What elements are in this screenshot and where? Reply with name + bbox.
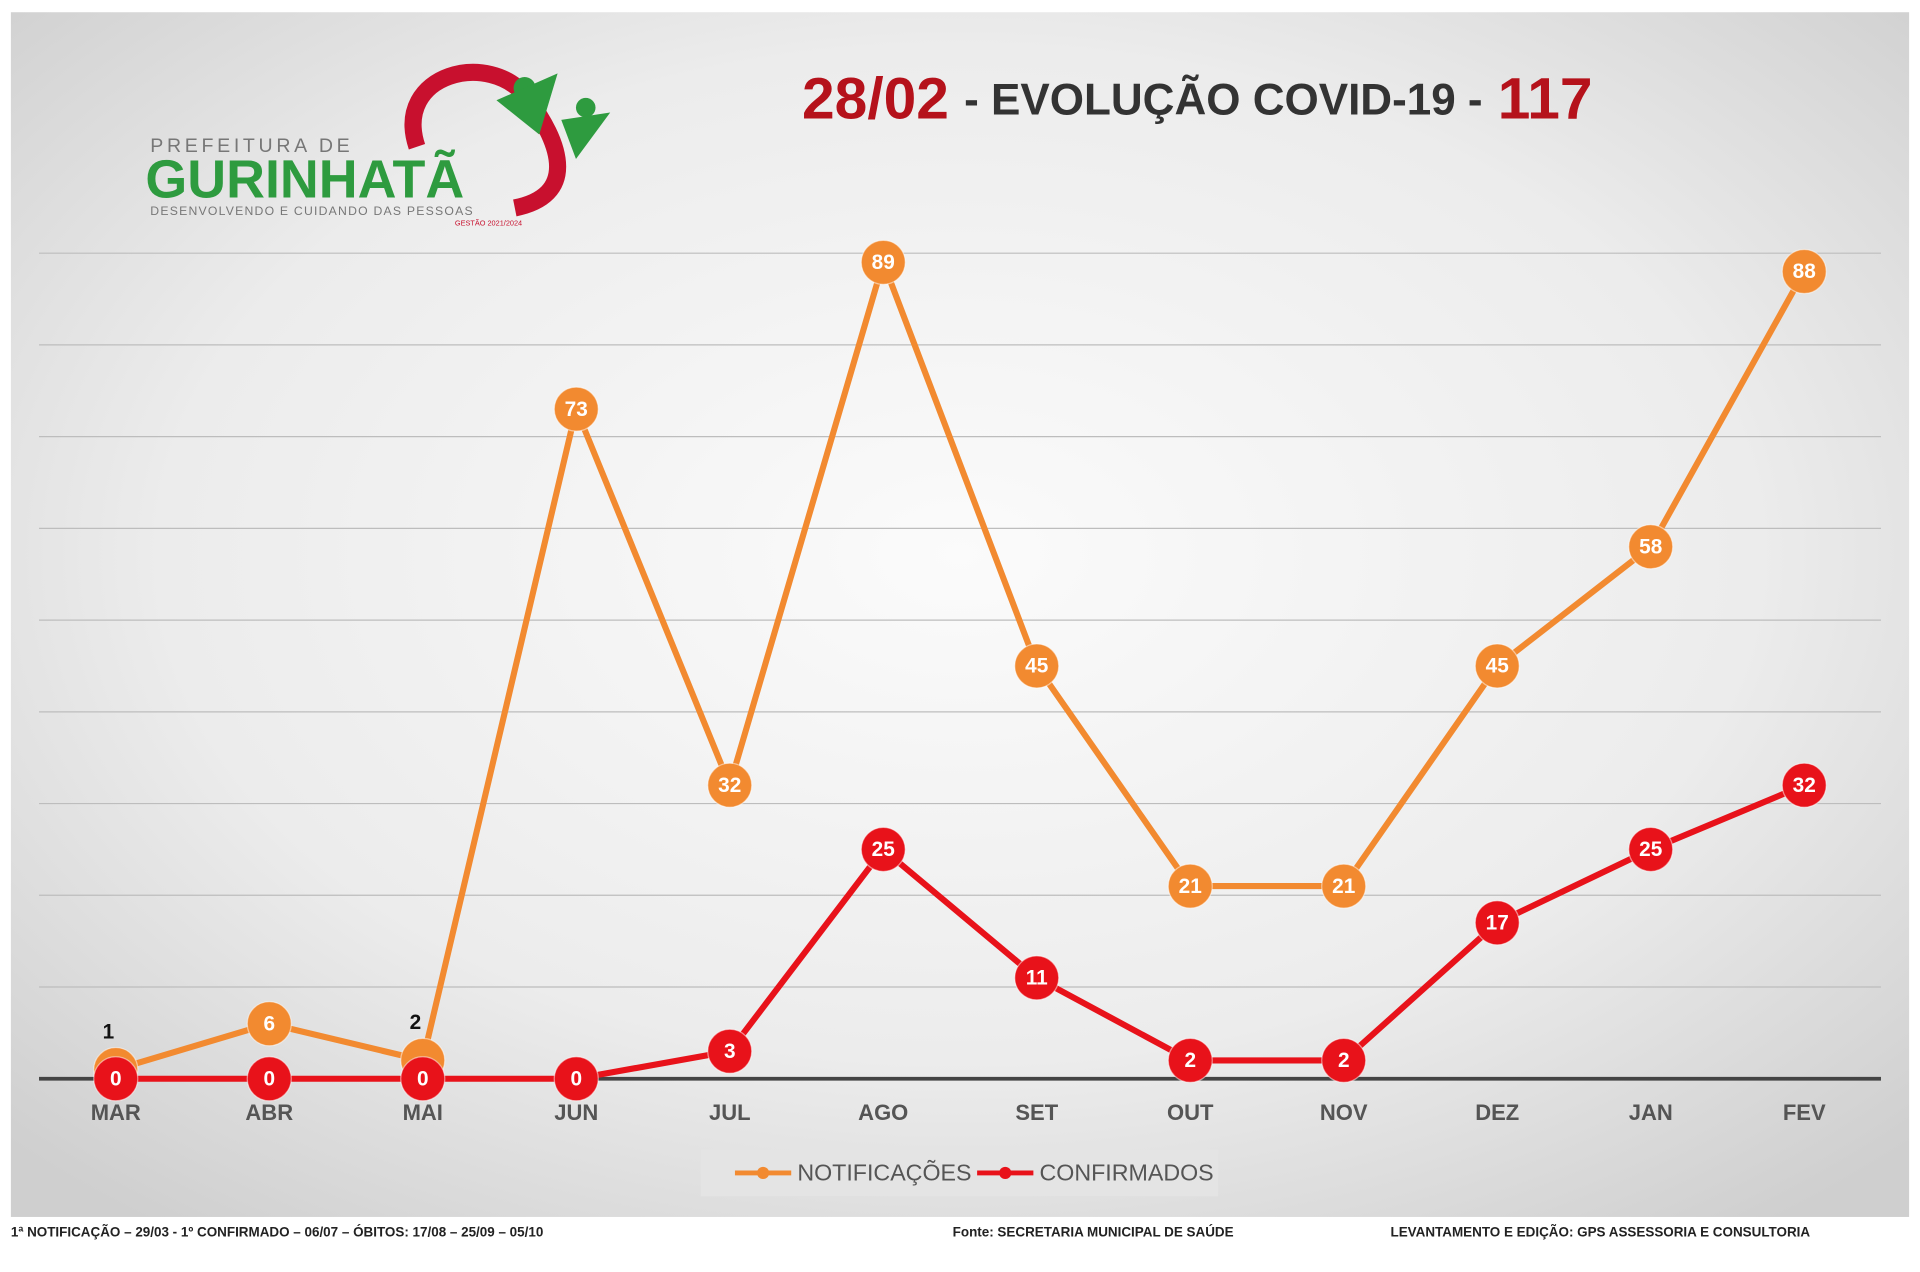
logo-name: GURINHATÃ (145, 150, 464, 210)
point (1014, 955, 1060, 1001)
point (1781, 762, 1827, 808)
x-tick-label: AGO (858, 1100, 908, 1125)
point (1474, 900, 1520, 946)
value-label: 11 (1026, 967, 1048, 990)
x-tick-label: MAR (91, 1100, 141, 1125)
plot: MAR ABR MAI JUN JUL AGO SET OUT NOV DEZ JAN FEV 1 6 2 7… (39, 239, 1881, 1125)
x-tick-label: FEV (1783, 1100, 1826, 1125)
x-tick-label: ABR (245, 1100, 293, 1125)
value-label: 0 (570, 1067, 582, 1090)
value-label: 2 (1184, 1049, 1196, 1072)
point (246, 1001, 292, 1047)
value-label: 88 (1793, 260, 1816, 283)
point (1321, 863, 1367, 909)
value-label: 58 (1639, 535, 1662, 558)
x-tick-label: NOV (1320, 1100, 1368, 1125)
value-label: 32 (1793, 774, 1816, 797)
point (1781, 248, 1827, 295)
point (553, 1056, 599, 1102)
value-label: 21 (1332, 875, 1355, 898)
point (1167, 1037, 1213, 1084)
point (860, 239, 906, 285)
chart-title: 28/02 - EVOLUÇÃO COVID-19 - 117 (802, 66, 1592, 131)
value-label: 89 (872, 251, 895, 274)
value-label: 45 (1486, 655, 1509, 678)
x-tick-label: JAN (1629, 1100, 1673, 1125)
logo-term: GESTÃO 2021/2024 (455, 219, 522, 228)
logo: PREFEITURA DE GURINHATÃ DESENVOLVENDO E … (145, 63, 611, 228)
point (1474, 643, 1520, 689)
x-tick-label: DEZ (1475, 1100, 1519, 1125)
value-label: 0 (417, 1067, 429, 1090)
footer-source: Fonte: SECRETARIA MUNICIPAL DE SAÚDE (953, 1224, 1234, 1239)
point (93, 1056, 139, 1102)
legend-swatch (999, 1166, 1012, 1180)
point (860, 826, 906, 873)
value-label: 73 (565, 398, 588, 421)
chart-background (10, 12, 1910, 1217)
point (246, 1056, 292, 1102)
point (400, 1056, 446, 1102)
logo-top: PREFEITURA DE (150, 135, 353, 157)
value-label: 2 (1338, 1049, 1350, 1072)
value-label: 3 (724, 1040, 736, 1063)
legend: NOTIFICAÇÕES CONFIRMADOS (734, 1158, 1214, 1185)
value-label: 25 (872, 838, 895, 861)
x-tick-label: OUT (1167, 1100, 1214, 1125)
logo-slogan: DESENVOLVENDO E CUIDANDO DAS PESSOAS (150, 204, 474, 218)
value-label: 17 (1486, 912, 1509, 935)
x-tick-label: MAI (403, 1100, 443, 1125)
value-label: 1 (103, 1020, 115, 1043)
value-label: 6 (263, 1012, 275, 1035)
point (1321, 1037, 1367, 1084)
point (1014, 643, 1060, 689)
value-label: 0 (110, 1067, 122, 1090)
point (707, 762, 753, 808)
legend-label: CONFIRMADOS (1040, 1159, 1214, 1185)
value-label: 21 (1179, 875, 1202, 898)
footer-note: 1ª NOTIFICAÇÃO – 29/03 - 1º CONFIRMADO –… (11, 1224, 543, 1239)
logo-figure (561, 112, 611, 159)
point (1628, 826, 1674, 873)
logo-figure (496, 73, 558, 135)
footer-credit: LEVANTAMENTO E EDIÇÃO: GPS ASSESSORIA E … (1391, 1224, 1811, 1239)
x-tick-label: JUL (709, 1100, 751, 1125)
series-line (114, 259, 1807, 1073)
value-label: 0 (263, 1067, 275, 1090)
legend-swatch (756, 1166, 770, 1180)
legend-label: NOTIFICAÇÕES (797, 1158, 971, 1185)
point (553, 386, 599, 432)
title-text: - EVOLUÇÃO COVID-19 - (964, 74, 1482, 124)
point (1628, 524, 1674, 570)
point (707, 1028, 753, 1074)
x-tick-label: SET (1015, 1100, 1058, 1125)
value-label: 25 (1639, 838, 1662, 861)
value-label: 32 (718, 774, 741, 797)
x-tick-label: JUN (554, 1100, 598, 1125)
series-line (115, 782, 1806, 1082)
value-label: 45 (1025, 655, 1048, 678)
logo-figure (575, 97, 596, 118)
title-date: 28/02 (802, 66, 949, 131)
title-total: 117 (1498, 66, 1593, 131)
point (1167, 863, 1213, 909)
value-label: 2 (410, 1011, 422, 1034)
